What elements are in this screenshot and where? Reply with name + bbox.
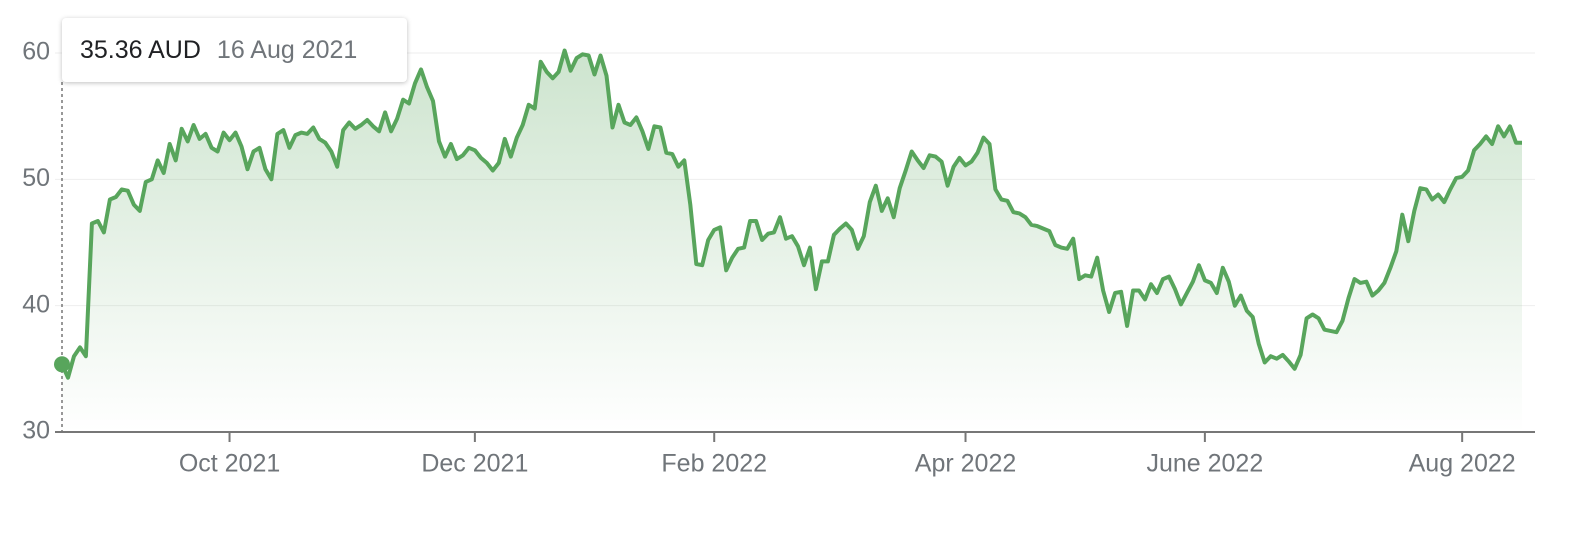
line [60, 48, 1522, 380]
y-tick-label: 50 [22, 164, 50, 192]
x-tick-label: June 2022 [1146, 450, 1263, 478]
x-tick-label: Apr 2022 [915, 450, 1016, 478]
y-tick-label: 60 [22, 38, 50, 66]
x-tick-label: Oct 2021 [179, 450, 280, 478]
x-tick-label: Feb 2022 [661, 450, 767, 478]
tooltip: 35.36 AUD 16 Aug 2021 [62, 18, 407, 82]
tooltip-price: 35.36 AUD [80, 35, 201, 64]
y-tick-label: 40 [22, 290, 50, 318]
y-tick-label: 30 [22, 417, 50, 445]
x-tick-label: Dec 2021 [421, 450, 528, 478]
x-tick-label: Aug 2022 [1409, 450, 1516, 478]
tooltip-date: 16 Aug 2021 [216, 35, 358, 64]
hover-point [54, 356, 70, 373]
area [62, 50, 1522, 432]
